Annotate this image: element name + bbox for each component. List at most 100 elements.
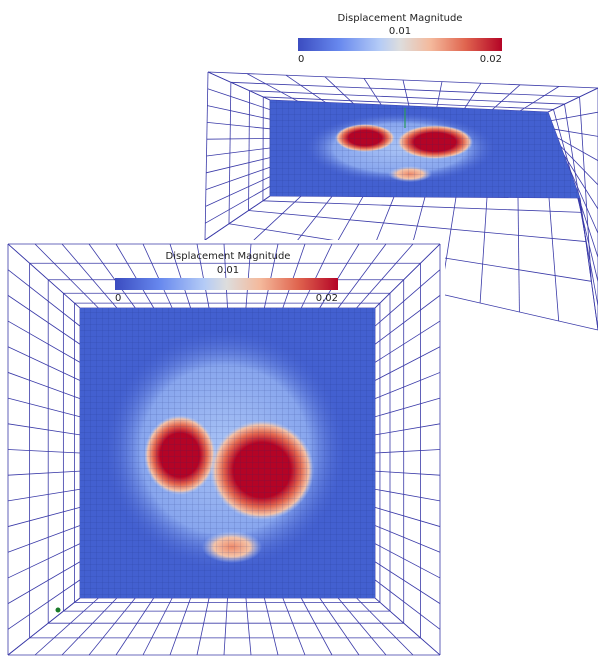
mesh-line [207, 88, 271, 110]
mesh-line [196, 597, 210, 656]
mesh-line [374, 243, 441, 309]
perspective-view: Displacement Magnitude 0 0.01 0.02 [204, 13, 598, 331]
mesh-line [206, 147, 271, 157]
mesh-line [246, 73, 298, 102]
mesh-line [374, 597, 441, 656]
mesh-line [519, 86, 560, 112]
mesh-line [204, 195, 271, 241]
colorbar [298, 38, 502, 51]
mesh-line [374, 372, 441, 399]
mesh-line [61, 597, 118, 656]
mesh-line [374, 295, 441, 345]
mesh-line [7, 372, 81, 400]
mesh-line [324, 76, 354, 104]
field-grid [270, 100, 580, 198]
mesh-line [115, 597, 155, 656]
mesh-line [142, 597, 173, 656]
colorbar [115, 278, 338, 290]
mesh-line [142, 243, 173, 309]
mesh-line [7, 506, 81, 527]
mesh-line [402, 79, 410, 107]
mesh-line [263, 243, 279, 309]
mesh-line [560, 146, 598, 186]
mesh-line [563, 154, 598, 210]
mesh-line [554, 128, 598, 137]
mesh-line [576, 189, 598, 306]
mesh-line [169, 243, 192, 309]
mesh-line [230, 81, 580, 98]
colorbar-tick-label: 0.01 [217, 265, 239, 276]
mesh-line [263, 96, 554, 110]
mesh-line [282, 243, 306, 309]
mesh-line [196, 243, 210, 309]
mesh-line [337, 243, 387, 309]
mesh-line [7, 525, 81, 553]
colorbar-tick-label: 0.02 [480, 54, 502, 65]
colorbar-tick-label: 0.02 [316, 293, 338, 304]
mesh-line [374, 488, 441, 502]
mesh-line [374, 579, 441, 630]
mesh-line [61, 243, 118, 309]
mesh-line [248, 90, 250, 211]
mesh-line [337, 597, 387, 656]
colorbar-title: Displacement Magnitude [166, 251, 291, 262]
mesh-line [319, 243, 360, 309]
mesh-line [564, 104, 587, 242]
mesh-line [548, 197, 560, 322]
colorbar-tick-label: 0 [115, 293, 121, 304]
field-grid [80, 308, 375, 598]
mesh-line [7, 488, 81, 502]
mesh-line [88, 597, 136, 656]
mesh-line [374, 470, 441, 476]
mesh-line [579, 197, 598, 331]
mesh-line [115, 243, 155, 309]
mesh-line [285, 74, 326, 103]
mesh-line [169, 597, 192, 656]
mesh-line [223, 597, 228, 656]
mesh-line [7, 295, 81, 345]
mesh-line [300, 243, 333, 309]
mesh-line [207, 71, 598, 89]
mesh-line [579, 96, 592, 282]
mesh-line [356, 597, 414, 656]
mesh-line [300, 597, 333, 656]
mesh-line [7, 597, 81, 656]
mesh-line [319, 597, 360, 656]
mesh-line [263, 597, 279, 656]
colorbar-tick-label: 0.01 [389, 26, 411, 37]
mesh-line [7, 346, 81, 381]
mesh-line [88, 243, 136, 309]
mesh-line [7, 269, 81, 327]
mesh-line [374, 525, 441, 553]
mesh-line [374, 561, 441, 604]
mesh-line [206, 138, 271, 140]
mesh-line [205, 176, 271, 207]
mesh-line [7, 470, 81, 476]
mesh-line [223, 243, 228, 309]
mesh-line [262, 200, 582, 213]
colorbar-tick-label: 0 [298, 54, 304, 65]
mesh-line [7, 543, 81, 579]
mesh-line [363, 78, 382, 106]
mesh-line [374, 269, 441, 327]
mesh-line [7, 320, 81, 363]
mesh-line [374, 543, 441, 579]
mesh-line [436, 81, 443, 108]
mesh-line [492, 84, 521, 110]
mesh-line [205, 166, 271, 190]
mesh-line [566, 163, 598, 234]
axis-marker [55, 607, 61, 613]
mesh-line [245, 597, 252, 656]
top-down-view: Displacement Magnitude 0 0.01 0.02 [0, 240, 445, 657]
mesh-line [374, 397, 441, 418]
mesh-line [249, 90, 565, 105]
mesh-line [205, 186, 271, 224]
mesh-line [7, 243, 81, 309]
mesh-line [374, 346, 441, 381]
mesh-line [374, 506, 441, 527]
mesh-line [204, 71, 209, 241]
mesh-line [207, 105, 271, 120]
mesh-line [282, 597, 306, 656]
